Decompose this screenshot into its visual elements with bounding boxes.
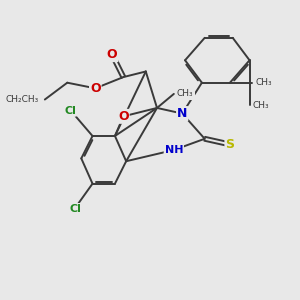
Text: CH₃: CH₃ [252, 100, 269, 109]
Text: CH₃: CH₃ [255, 78, 272, 87]
Text: CH₃: CH₃ [177, 89, 193, 98]
Text: O: O [107, 48, 118, 61]
Text: S: S [225, 138, 234, 151]
Text: Cl: Cl [70, 204, 82, 214]
Text: O: O [90, 82, 101, 95]
Text: N: N [177, 107, 188, 120]
Text: O: O [118, 110, 129, 123]
Text: CH₂CH₃: CH₂CH₃ [6, 95, 39, 104]
Text: NH: NH [165, 145, 183, 155]
Text: Cl: Cl [64, 106, 76, 116]
